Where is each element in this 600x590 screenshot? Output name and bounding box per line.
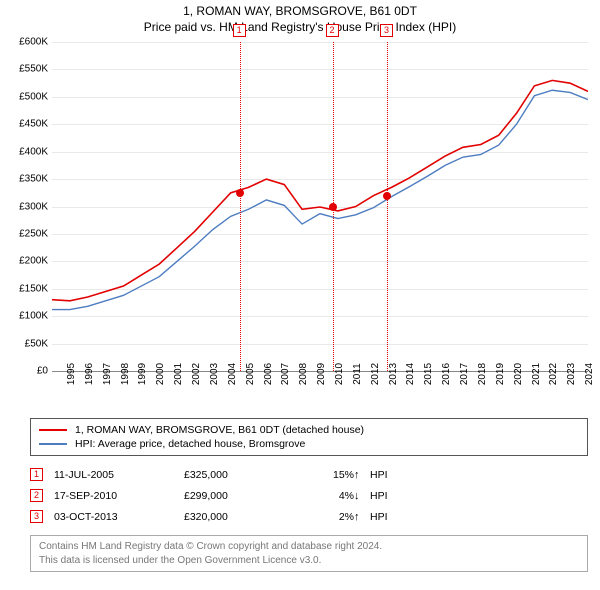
chart-area: £0£50K£100K£150K£200K£250K£300K£350K£400… [52,42,588,372]
event-index-box: 3 [30,510,43,523]
event-pct: 2% [294,511,354,523]
event-vs: HPI [370,490,410,502]
event-pct: 15% [294,469,354,481]
arrow-up-icon: ↑ [354,511,370,523]
marker-line [240,42,241,371]
y-tick-label: £600K [19,37,48,48]
title-subtitle: Price paid vs. HM Land Registry's House … [0,20,600,34]
arrow-up-icon: ↑ [354,469,370,481]
legend-label: HPI: Average price, detached house, Brom… [75,438,305,450]
marker-dot [383,192,391,200]
event-index-box: 2 [30,489,43,502]
event-vs: HPI [370,469,410,481]
y-tick-label: £300K [19,201,48,212]
event-price: £325,000 [184,469,294,481]
y-axis: £0£50K£100K£150K£200K£250K£300K£350K£400… [0,42,50,371]
series-line [52,80,588,300]
legend-swatch [39,429,67,431]
event-price: £320,000 [184,511,294,523]
legend: 1, ROMAN WAY, BROMSGROVE, B61 0DT (detac… [30,418,588,456]
y-tick-label: £150K [19,283,48,294]
plot-svg [52,42,588,371]
y-tick-label: £100K [19,311,48,322]
plot-surface [52,42,588,371]
footer: Contains HM Land Registry data © Crown c… [30,535,588,572]
x-tick-label: 2025 [588,363,600,385]
y-tick-label: £400K [19,146,48,157]
footer-line2: This data is licensed under the Open Gov… [39,554,579,568]
footer-line1: Contains HM Land Registry data © Crown c… [39,540,579,554]
legend-row: HPI: Average price, detached house, Brom… [39,437,579,451]
events-table: 111-JUL-2005£325,00015%↑HPI217-SEP-2010£… [30,464,588,527]
legend-label: 1, ROMAN WAY, BROMSGROVE, B61 0DT (detac… [75,424,364,436]
legend-swatch [39,443,67,445]
event-vs: HPI [370,511,410,523]
marker-box: 1 [233,24,246,37]
marker-box: 3 [380,24,393,37]
y-tick-label: £550K [19,64,48,75]
marker-box: 2 [326,24,339,37]
event-index-box: 1 [30,468,43,481]
event-date: 17-SEP-2010 [54,490,184,502]
event-pct: 4% [294,490,354,502]
event-date: 03-OCT-2013 [54,511,184,523]
marker-dot [329,203,337,211]
marker-dot [236,189,244,197]
marker-line [387,42,388,371]
y-tick-label: £250K [19,228,48,239]
y-tick-label: £0 [37,366,48,377]
y-tick-label: £500K [19,91,48,102]
chart-container: 1, ROMAN WAY, BROMSGROVE, B61 0DT Price … [0,0,600,590]
legend-row: 1, ROMAN WAY, BROMSGROVE, B61 0DT (detac… [39,423,579,437]
y-tick-label: £200K [19,256,48,267]
title-address: 1, ROMAN WAY, BROMSGROVE, B61 0DT [0,4,600,18]
arrow-down-icon: ↓ [354,490,370,502]
x-axis: 1995199619971998199920002001200220032004… [52,372,588,412]
y-tick-label: £450K [19,119,48,130]
event-row: 1 11-JUL-2005£325,00015%↑HPI [30,464,588,485]
event-row: 3 03-OCT-2013£320,0002%↑HPI [30,506,588,527]
event-date: 11-JUL-2005 [54,469,184,481]
title-block: 1, ROMAN WAY, BROMSGROVE, B61 0DT Price … [0,0,600,36]
y-tick-label: £50K [25,338,48,349]
event-row: 2 17-SEP-2010£299,0004%↓HPI [30,485,588,506]
event-price: £299,000 [184,490,294,502]
y-tick-label: £350K [19,174,48,185]
